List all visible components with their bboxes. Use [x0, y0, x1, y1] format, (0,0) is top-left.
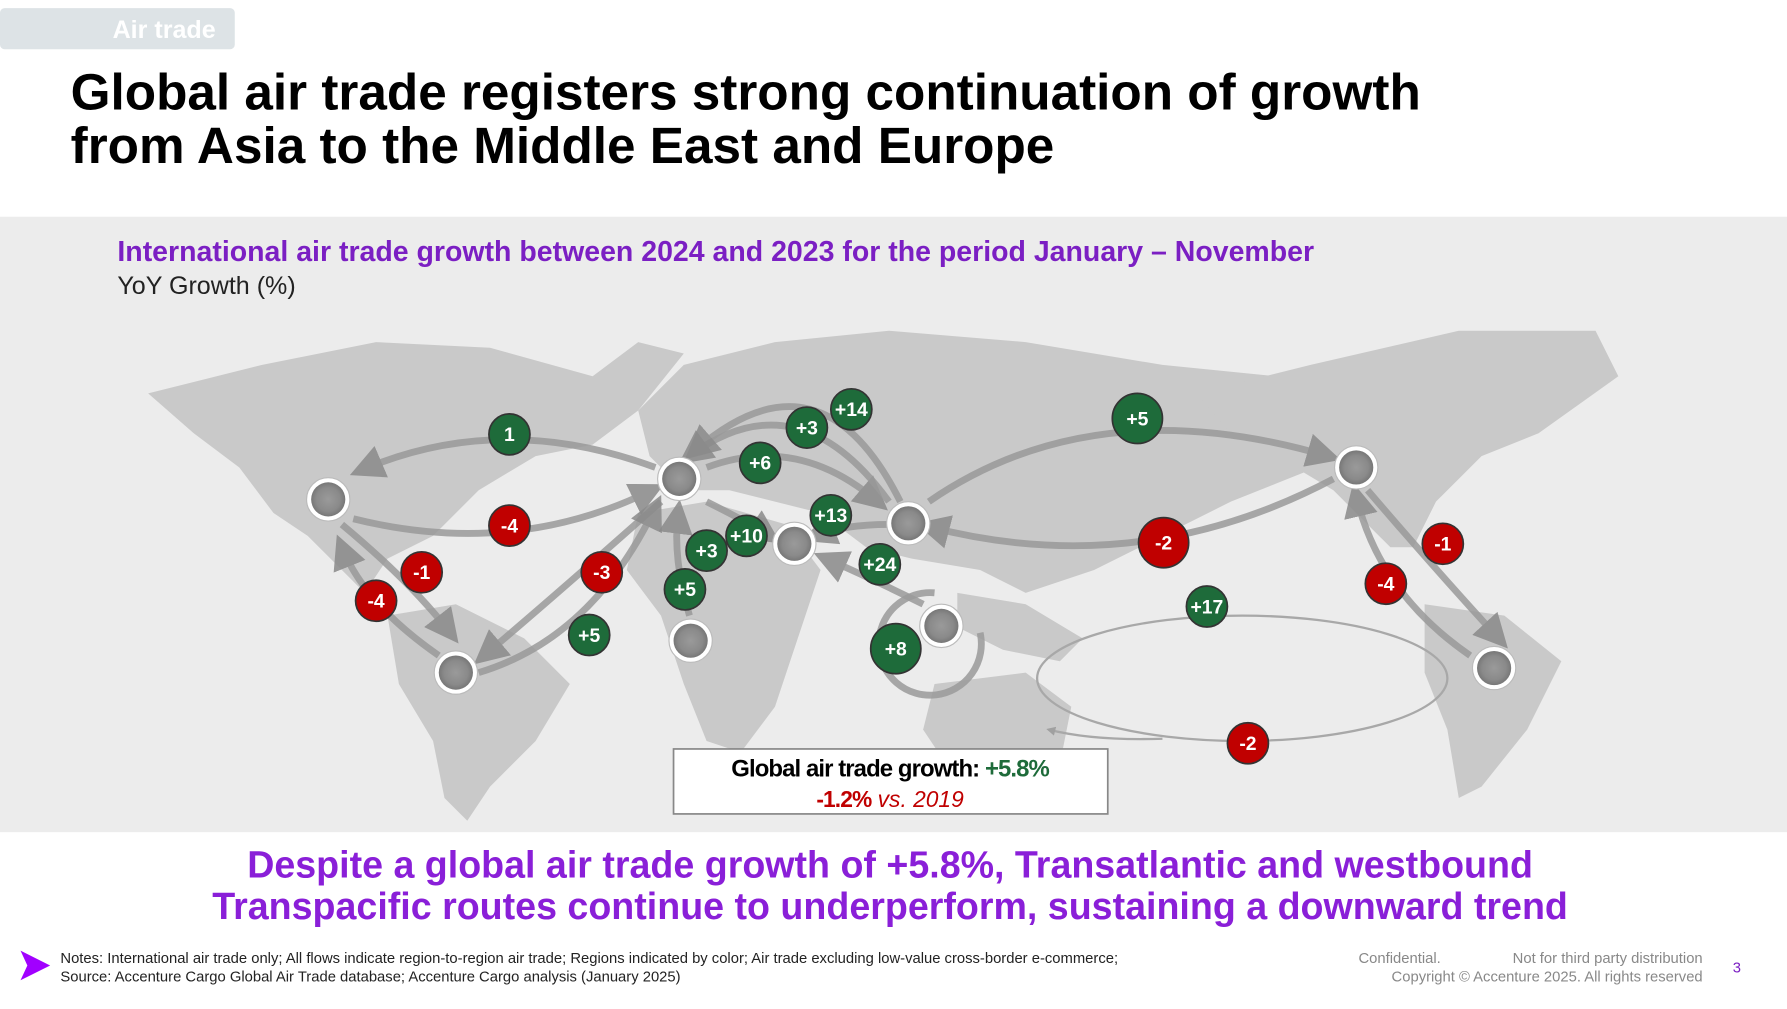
flow-badge — [1226, 721, 1270, 765]
hub — [438, 655, 473, 690]
flow-label: -3 — [593, 562, 610, 584]
map-title: International air trade growth between 2… — [117, 236, 1314, 268]
flow-label: +8 — [885, 639, 907, 661]
vs-value: -1.2% — [816, 786, 872, 812]
flow-label: +13 — [814, 505, 847, 527]
flow-badge — [1185, 585, 1229, 628]
title: Global air trade registers strong contin… — [71, 64, 1421, 121]
flow-label: +5 — [1126, 408, 1148, 430]
source: Source: Accenture Cargo Global Air Trade… — [60, 969, 680, 985]
flow-badge — [488, 504, 531, 547]
flow-label: +10 — [730, 526, 763, 548]
summary-vs: -1.2% vs. 2019 — [816, 786, 964, 812]
hub — [662, 461, 697, 496]
summary-value: +5.8% — [985, 755, 1050, 782]
flow-label: 1 — [504, 424, 515, 446]
flow-label: -1 — [1434, 534, 1451, 556]
page-number: 3 — [1733, 960, 1741, 976]
hub — [1339, 450, 1374, 485]
vs-label: vs. 2019 — [878, 786, 964, 812]
flow-label: -2 — [1239, 733, 1256, 755]
flow-badge — [685, 529, 728, 573]
summary-label: Global air trade growth: — [731, 755, 979, 782]
logo — [20, 950, 51, 981]
flow-badge — [809, 493, 853, 537]
flow-label: +5 — [674, 579, 696, 601]
flow-labels: 1-4-1-4-3+5+5+3+10+6+3+14+13+24+8+5-2+17… — [354, 387, 1465, 765]
summary-line: Global air trade growth: +5.8% — [731, 755, 1049, 782]
distribution: Not for third party distribution — [1513, 951, 1703, 967]
flow-label: +17 — [1190, 596, 1223, 618]
flow-label: +3 — [796, 417, 818, 439]
flow-badge — [1137, 516, 1190, 569]
flow-badge — [725, 514, 768, 558]
flow-label: +5 — [578, 625, 600, 647]
flow-label: +14 — [835, 399, 868, 421]
flow-badge — [869, 622, 922, 675]
notes: Notes: International air trade only; All… — [60, 951, 1118, 967]
flow-label: -4 — [1377, 574, 1394, 596]
hub — [891, 506, 926, 541]
flow-badge — [1364, 562, 1408, 606]
title: from Asia to the Middle East and Europe — [71, 117, 1055, 174]
flow-label: -4 — [501, 515, 518, 537]
copyright: Copyright © Accenture 2025. All rights r… — [1392, 969, 1703, 985]
flow-badge — [785, 406, 829, 449]
hub — [1477, 650, 1512, 686]
flow-badge — [829, 387, 873, 431]
flow-badge — [738, 441, 782, 485]
tag: Air trade — [113, 16, 216, 44]
hubs — [306, 445, 1517, 695]
tag-bg — [0, 8, 235, 50]
map-subtitle: YoY Growth (%) — [117, 272, 295, 300]
flow-label: -1 — [413, 562, 430, 584]
hub — [777, 526, 812, 561]
flow-badge — [1421, 522, 1465, 566]
flow-label: -2 — [1155, 533, 1172, 555]
flow-label: +3 — [696, 540, 718, 562]
confidential: Confidential. — [1358, 951, 1440, 967]
flow-badge — [1111, 392, 1164, 445]
flow-badge — [354, 579, 398, 623]
flow-label: +6 — [749, 453, 771, 475]
flow-badge — [567, 613, 611, 657]
flow-badge — [663, 568, 707, 611]
hub — [673, 623, 708, 658]
hub — [924, 608, 959, 643]
hub — [311, 482, 346, 517]
flow-label: -4 — [367, 591, 384, 613]
flow-badge — [400, 550, 444, 594]
takeaway: Transpacific routes continue to underper… — [212, 885, 1568, 927]
summary-box — [672, 748, 1109, 815]
flow-badge — [488, 413, 531, 456]
takeaway: Despite a global air trade growth of +5.… — [247, 844, 1533, 886]
flow-badge — [580, 550, 624, 594]
flow-badge — [858, 542, 902, 586]
flow-label: +24 — [863, 554, 896, 576]
